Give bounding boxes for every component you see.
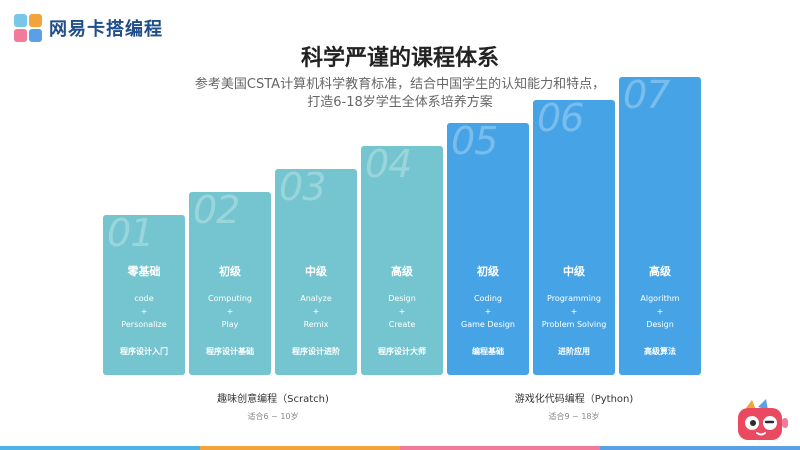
column-course-tag: 高级算法 bbox=[644, 347, 676, 356]
column-plus: + bbox=[484, 307, 492, 316]
mascot-icon bbox=[738, 399, 788, 440]
column-level: 初级 bbox=[219, 265, 241, 278]
course-column-02: 02 初级 Computing + Play 程序设计基础 bbox=[189, 192, 271, 375]
column-course-tag: 程序设计大师 bbox=[378, 347, 426, 356]
column-skill-1: Coding bbox=[474, 294, 502, 303]
column-course-tag: 进阶应用 bbox=[558, 347, 590, 356]
column-course-tag: 程序设计进阶 bbox=[292, 347, 340, 356]
column-plus: + bbox=[656, 307, 664, 316]
column-plus: + bbox=[226, 307, 234, 316]
column-number: 06 bbox=[537, 100, 584, 140]
course-column-05: 05 初级 Coding + Game Design 编程基础 bbox=[447, 123, 529, 375]
course-column-04: 04 高级 Design + Create 程序设计大师 bbox=[361, 146, 443, 375]
column-skill-2: Design bbox=[646, 320, 674, 329]
column-plus: + bbox=[140, 307, 148, 316]
scratch-group-age: 适合6 ~ 10岁 bbox=[247, 412, 299, 421]
column-level: 中级 bbox=[305, 265, 327, 278]
course-column-03: 03 中级 Analyze + Remix 程序设计进阶 bbox=[275, 169, 357, 375]
column-number: 07 bbox=[623, 77, 670, 117]
column-number: 03 bbox=[279, 169, 326, 209]
column-skill-1: Computing bbox=[208, 294, 252, 303]
bottom-color-stripe bbox=[0, 446, 800, 450]
column-skill-1: Design bbox=[388, 294, 416, 303]
column-plus: + bbox=[312, 307, 320, 316]
column-number: 04 bbox=[365, 146, 412, 186]
page-subtitle: 参考美国CSTA计算机科学教育标准，结合中国学生的认知能力和特点， 打造6-18… bbox=[0, 76, 800, 112]
brand-logo: 网易卡搭编程 bbox=[14, 14, 163, 42]
column-number: 02 bbox=[193, 192, 240, 232]
python-group-label: 游戏化代码编程（Python) bbox=[514, 394, 634, 405]
subtitle-line-2: 打造6-18岁学生全体系培养方案 bbox=[307, 95, 493, 110]
brand-name: 网易卡搭编程 bbox=[49, 19, 163, 40]
column-skill-2: Game Design bbox=[461, 320, 515, 329]
python-group-age: 适合9 ~ 18岁 bbox=[548, 412, 600, 421]
column-level: 高级 bbox=[391, 265, 413, 278]
logo-icon bbox=[14, 14, 42, 42]
column-skill-1: Programming bbox=[547, 294, 601, 303]
column-level: 高级 bbox=[649, 265, 671, 278]
column-level: 零基础 bbox=[127, 265, 161, 278]
scratch-group-label: 趣味创意编程（Scratch) bbox=[217, 394, 329, 405]
course-column-01: 01 零基础 code + Personalize 程序设计入门 bbox=[103, 215, 185, 375]
column-skill-2: Create bbox=[388, 320, 416, 329]
column-course-tag: 编程基础 bbox=[472, 347, 504, 356]
column-number: 01 bbox=[107, 215, 154, 255]
column-course-tag: 程序设计入门 bbox=[120, 347, 168, 356]
column-skill-2: Problem Solving bbox=[541, 320, 607, 329]
column-skill-2: Personalize bbox=[121, 320, 167, 329]
column-number: 05 bbox=[451, 123, 498, 163]
column-skill-2: Play bbox=[221, 320, 239, 329]
column-level: 初级 bbox=[477, 265, 499, 278]
column-plus: + bbox=[398, 307, 406, 316]
column-skill-2: Remix bbox=[303, 320, 329, 329]
course-column-07: 07 高级 Algorithm + Design 高级算法 bbox=[619, 77, 701, 375]
column-skill-1: Algorithm bbox=[640, 294, 680, 303]
column-level: 中级 bbox=[563, 265, 585, 278]
subtitle-line-1: 参考美国CSTA计算机科学教育标准，结合中国学生的认知能力和特点， bbox=[194, 77, 606, 92]
course-column-06: 06 中级 Programming + Problem Solving 进阶应用 bbox=[533, 100, 615, 375]
column-skill-1: code bbox=[134, 294, 154, 303]
page-title: 科学严谨的课程体系 bbox=[300, 46, 499, 71]
column-skill-1: Analyze bbox=[300, 294, 332, 303]
column-course-tag: 程序设计基础 bbox=[206, 347, 254, 356]
column-plus: + bbox=[570, 307, 578, 316]
